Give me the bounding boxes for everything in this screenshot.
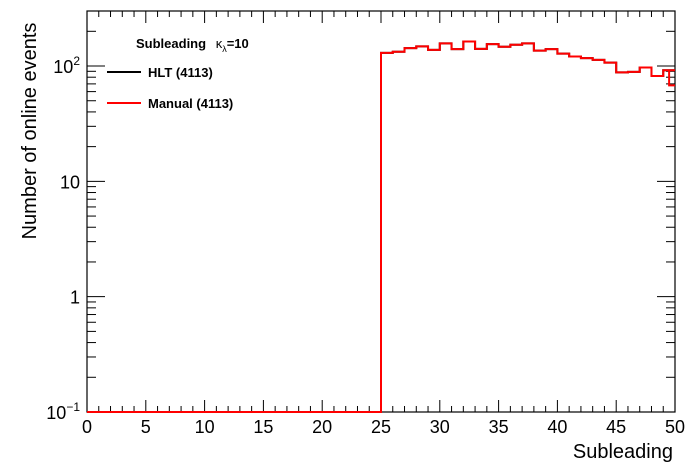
- legend-title-text: Subleading: [136, 36, 206, 51]
- kappa-subscript: λ: [222, 44, 227, 54]
- legend-label-hlt: HLT (4113): [148, 65, 213, 80]
- x-tick-label: 30: [430, 417, 450, 437]
- x-tick-label: 0: [82, 417, 92, 437]
- y-tick-label: 10−1: [46, 400, 80, 423]
- x-axis-title: Subleading: [573, 441, 673, 463]
- x-tick-label: 10: [195, 417, 215, 437]
- x-tick-label: 25: [371, 417, 391, 437]
- y-tick-label: 102: [53, 54, 80, 77]
- legend-title-suffix: =10: [227, 36, 249, 51]
- series-manual-line: [87, 40, 675, 413]
- y-tick-label: 1: [70, 288, 80, 308]
- y-axis-title: Number of online events: [19, 23, 41, 240]
- series-layer: [87, 40, 675, 413]
- x-tick-label: 35: [489, 417, 509, 437]
- x-tick-label: 15: [253, 417, 273, 437]
- legend-label-manual: Manual (4113): [148, 96, 233, 111]
- x-tick-label: 50: [665, 417, 685, 437]
- x-axis-ticks: 0 5 10 15 20 25 30 35 40 45 50: [82, 11, 685, 437]
- legend: Subleading κλ=10 HLT (4113) Manual (4113…: [107, 36, 249, 111]
- x-tick-label: 20: [312, 417, 332, 437]
- kappa-symbol: κ: [216, 36, 223, 51]
- x-tick-label: 40: [547, 417, 567, 437]
- y-tick-label: 10: [60, 172, 80, 192]
- x-tick-label: 5: [141, 417, 151, 437]
- x-tick-label: 45: [606, 417, 626, 437]
- legend-title: Subleading κλ=10: [136, 36, 249, 54]
